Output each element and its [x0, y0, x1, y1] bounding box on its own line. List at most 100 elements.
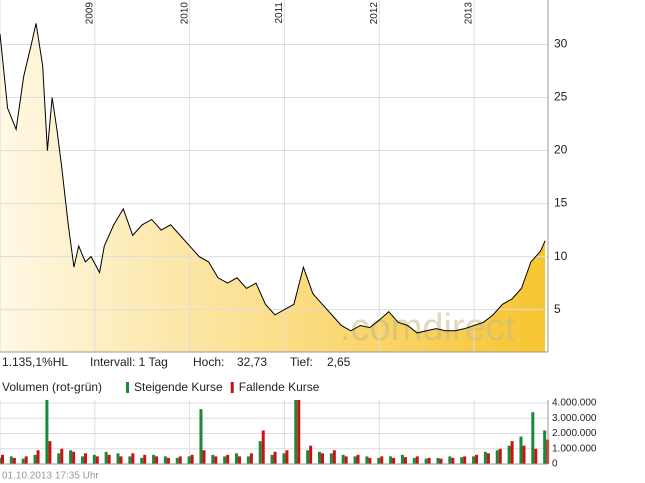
volume-bar — [400, 454, 404, 464]
price-line — [0, 23, 546, 334]
volume-bar — [483, 451, 487, 464]
x-tick-label: 2009 — [84, 2, 95, 25]
volume-bar — [60, 448, 64, 464]
volume-bar — [235, 453, 239, 464]
x-tick-label: 2012 — [369, 2, 380, 25]
legend-label: Steigende Kurse — [134, 380, 223, 394]
volume-bar — [403, 457, 407, 464]
volume-bar — [365, 456, 369, 464]
y-tick-label: 20 — [554, 143, 568, 157]
volume-bar — [131, 453, 135, 464]
volume-bar — [116, 453, 120, 464]
volume-bar — [33, 454, 37, 464]
volume-bar — [199, 409, 203, 464]
volume-bar — [522, 445, 526, 464]
volume-bar — [155, 456, 159, 464]
volume-bar — [475, 454, 479, 464]
volume-bar — [249, 453, 253, 464]
volume-bar — [273, 451, 277, 464]
volume-bar — [36, 450, 40, 464]
y-tick-label: 4.000.000 — [552, 398, 597, 409]
volume-bar — [329, 453, 333, 464]
y-tick-label: 1.000.000 — [552, 443, 597, 454]
legend-swatch — [126, 382, 129, 393]
legend-swatch — [230, 382, 234, 393]
watermark: .comdirect — [340, 307, 516, 349]
volume-bar — [83, 453, 87, 464]
volume-bar — [166, 457, 170, 464]
volume-bar — [297, 400, 301, 464]
volume-bar — [80, 456, 84, 464]
volume-bar — [320, 453, 324, 464]
x-tick-label: 2013 — [464, 2, 475, 25]
volume-bar — [448, 456, 452, 464]
volume-bar — [389, 456, 393, 464]
volume-bar — [439, 458, 443, 464]
volume-bar — [531, 412, 535, 464]
volume-bar — [261, 430, 265, 464]
volume-bar — [214, 456, 218, 464]
price-area — [0, 23, 546, 352]
volume-bar — [415, 456, 419, 464]
volume-bar — [309, 445, 313, 464]
volume-bar — [238, 456, 242, 464]
info-text: Tief: — [290, 355, 313, 369]
y-tick-label: 10 — [554, 249, 568, 263]
y-tick-label: 30 — [554, 37, 568, 51]
volume-bar — [187, 456, 191, 464]
volume-bar — [258, 441, 262, 464]
volume-bar — [57, 453, 61, 464]
volume-bar — [175, 457, 179, 464]
volume-bar — [140, 457, 144, 464]
volume-bar — [1, 454, 4, 464]
volume-bar — [344, 456, 348, 464]
volume-bar — [380, 456, 384, 464]
volume-bar — [392, 457, 396, 464]
y-tick-label: 3.000.000 — [552, 413, 597, 424]
volume-bar — [24, 456, 28, 464]
volume-bar — [163, 456, 167, 464]
volume-bar — [356, 454, 360, 464]
volume-bar — [463, 456, 467, 464]
volume-bar — [246, 456, 250, 464]
volume-bar — [285, 450, 289, 464]
volume-bar — [178, 456, 182, 464]
volume-bar — [143, 454, 147, 464]
volume-bar — [377, 457, 381, 464]
volume-bar — [69, 450, 73, 464]
volume-bar — [152, 454, 156, 464]
volume-bar — [128, 456, 132, 464]
volume-bar — [226, 454, 230, 464]
volume-bar — [223, 456, 227, 464]
info-text: 1.135,1%HL — [2, 355, 68, 369]
volume-bar — [368, 457, 372, 464]
volume-bar — [332, 450, 336, 464]
volume-bar — [451, 457, 455, 464]
volume-bar — [427, 457, 431, 464]
x-tick-label: 2010 — [179, 2, 190, 25]
volume-bar — [436, 457, 440, 464]
volume-bar — [12, 457, 16, 464]
volume-bar — [424, 458, 428, 464]
volume-bar — [317, 451, 321, 464]
volume-bar — [510, 441, 514, 464]
volume-bar — [460, 457, 464, 464]
info-text: Intervall: 1 Tag — [90, 355, 168, 369]
volume-bar — [306, 450, 310, 464]
volume-bar — [104, 451, 108, 464]
info-text: 32,73 — [237, 355, 267, 369]
volume-bar — [48, 441, 52, 464]
footer: 01.10.2013 17:35 Uhr — [2, 471, 99, 482]
volume-bar — [498, 448, 502, 464]
volume-bar — [190, 454, 194, 464]
volume-bar — [72, 451, 76, 464]
volume-bar — [119, 456, 123, 464]
volume-bar — [270, 454, 274, 464]
volume-bar — [495, 450, 499, 464]
volume-bar — [21, 458, 25, 464]
volume-bar — [486, 453, 490, 464]
volume-bar — [45, 400, 49, 464]
y-tick-label: 2.000.000 — [552, 428, 597, 439]
volume-bar — [9, 456, 13, 464]
volume-bar — [543, 430, 547, 464]
